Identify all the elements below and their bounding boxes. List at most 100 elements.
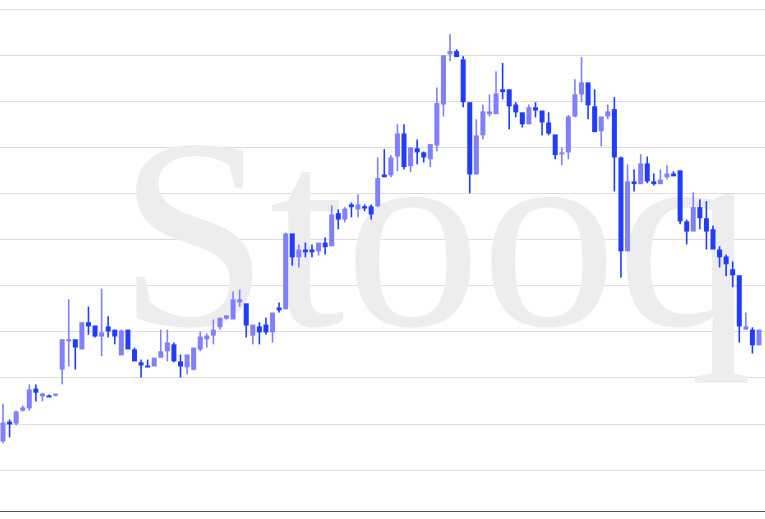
candle-down <box>684 219 690 245</box>
candle-down <box>717 246 723 268</box>
candle-body <box>20 407 26 411</box>
candle-body <box>434 103 440 146</box>
candle-body <box>355 204 361 210</box>
candle-body <box>118 330 124 356</box>
candle-down <box>592 89 598 133</box>
candle-up <box>99 288 105 357</box>
candle-up <box>375 157 381 208</box>
candle-down <box>177 354 183 378</box>
candle-down <box>651 173 657 186</box>
candle-body <box>552 134 558 156</box>
candle-body <box>664 173 670 178</box>
candle-up <box>224 315 230 320</box>
candle-up <box>559 147 565 166</box>
candle-down <box>302 242 308 258</box>
candle-body <box>53 393 59 396</box>
candle-down <box>730 261 736 288</box>
candle-up <box>59 339 65 385</box>
candle-body <box>579 82 585 95</box>
candle-body <box>717 249 723 258</box>
candle-body <box>401 133 407 168</box>
candle-body <box>184 354 190 368</box>
candle-body <box>598 116 604 132</box>
candle-body <box>644 163 650 182</box>
candle-body <box>263 324 269 333</box>
candle-body <box>362 206 368 209</box>
candle-up <box>579 57 585 103</box>
candle-up <box>20 405 26 412</box>
candle-up <box>526 104 532 125</box>
candle-down <box>335 209 341 230</box>
candle-body <box>177 361 183 367</box>
candle-body <box>631 181 637 185</box>
candle-body <box>486 111 492 115</box>
candle-body <box>447 51 453 55</box>
candle-down <box>171 342 177 363</box>
candle-down <box>539 110 545 136</box>
candle-body <box>625 181 631 252</box>
candle-down <box>506 89 512 130</box>
candle-body <box>125 329 131 350</box>
candle-body <box>243 303 249 326</box>
candle-body <box>59 339 65 370</box>
candle-up <box>565 115 571 160</box>
candle-up <box>690 192 696 232</box>
candle-body <box>467 102 473 175</box>
candle-down <box>585 82 591 120</box>
candle-up <box>440 55 446 117</box>
candle-up <box>197 331 203 352</box>
candle-body <box>66 339 72 342</box>
candle-body <box>316 242 322 252</box>
candle-body <box>684 221 690 232</box>
candle-body <box>210 329 216 336</box>
candle-body <box>131 349 137 362</box>
candle-up <box>26 384 32 411</box>
candle-down <box>112 329 118 345</box>
candle-up <box>342 207 348 223</box>
candle-down <box>276 302 282 313</box>
candle-up <box>572 79 578 118</box>
candle-up <box>447 34 453 62</box>
candle-body <box>33 388 39 393</box>
candle-down <box>401 124 407 170</box>
candle-up <box>408 147 414 173</box>
candle-body <box>480 111 486 136</box>
candle-down <box>322 237 328 255</box>
candle-down <box>697 199 703 230</box>
candle-body <box>526 107 532 125</box>
candle-down <box>362 204 368 212</box>
candle-up <box>355 194 361 218</box>
candle-up <box>605 104 611 120</box>
candle-up <box>79 322 85 350</box>
candle-body <box>92 325 98 337</box>
candle-body <box>46 395 52 398</box>
candle-up <box>53 393 59 397</box>
candle-body <box>638 163 644 185</box>
candle-body <box>730 269 736 276</box>
candle-body <box>217 317 223 328</box>
candle-down <box>703 201 709 250</box>
candle-down <box>618 156 624 278</box>
candle-down <box>671 171 677 177</box>
candle-up <box>210 319 216 345</box>
candle-up <box>184 354 190 375</box>
candle-body <box>224 315 230 319</box>
candle-up <box>664 165 670 180</box>
candle-down <box>519 112 525 128</box>
candle-body <box>72 339 78 348</box>
candle-down <box>500 63 506 100</box>
candle-body <box>440 55 446 105</box>
candle-up <box>473 119 479 175</box>
candle-body <box>703 218 709 232</box>
candle-body <box>546 122 552 134</box>
candle-down <box>145 359 151 368</box>
candle-body <box>513 104 519 113</box>
candle-down <box>368 204 374 220</box>
candle-body <box>0 422 6 442</box>
candle-body <box>296 249 302 258</box>
candle-body <box>270 312 276 333</box>
candle-down <box>677 170 683 225</box>
candle-down <box>454 49 460 58</box>
candle-down <box>513 102 519 118</box>
candle-body <box>158 351 164 358</box>
